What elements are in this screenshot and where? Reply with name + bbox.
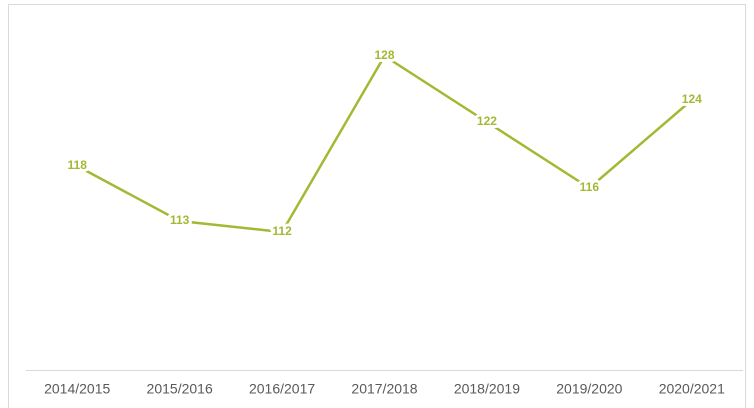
- x-tick-label: 2019/2020: [556, 381, 622, 397]
- data-label: 113: [170, 213, 190, 227]
- data-label: 128: [374, 48, 394, 62]
- x-tick-label: 2014/2015: [44, 381, 110, 397]
- x-tick-label: 2016/2017: [249, 381, 315, 397]
- x-tick-label: 2018/2019: [454, 381, 520, 397]
- chart-frame: [8, 4, 746, 408]
- x-tick-label: 2015/2016: [147, 381, 213, 397]
- data-label: 112: [272, 224, 292, 238]
- x-tick-label: 2017/2018: [351, 381, 417, 397]
- x-tick-label: 2020/2021: [659, 381, 725, 397]
- data-label: 122: [477, 114, 497, 128]
- data-line: [76, 54, 693, 234]
- data-label: 118: [68, 158, 88, 172]
- data-label: 124: [682, 92, 702, 106]
- data-label: 116: [580, 180, 600, 194]
